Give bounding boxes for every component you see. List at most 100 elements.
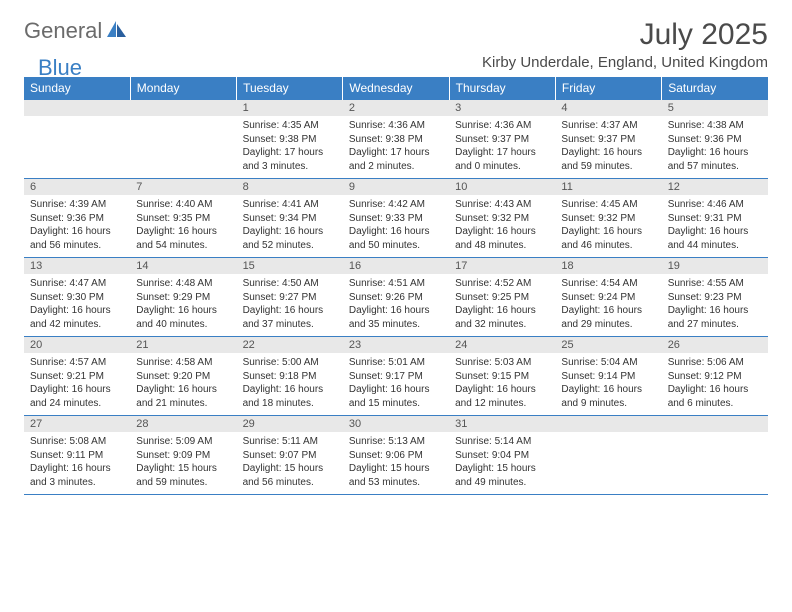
day-info: Sunrise: 5:11 AMSunset: 9:07 PMDaylight:… xyxy=(237,432,343,491)
day-info: Sunrise: 4:47 AMSunset: 9:30 PMDaylight:… xyxy=(24,274,130,333)
day-info: Sunrise: 5:04 AMSunset: 9:14 PMDaylight:… xyxy=(555,353,661,412)
calendar-body: 1Sunrise: 4:35 AMSunset: 9:38 PMDaylight… xyxy=(24,100,768,495)
calendar-day: 2Sunrise: 4:36 AMSunset: 9:38 PMDaylight… xyxy=(343,100,449,179)
calendar-day: 31Sunrise: 5:14 AMSunset: 9:04 PMDayligh… xyxy=(449,416,555,495)
calendar-day: 28Sunrise: 5:09 AMSunset: 9:09 PMDayligh… xyxy=(130,416,236,495)
day-number: 22 xyxy=(237,337,343,353)
title-block: July 2025 Kirby Underdale, England, Unit… xyxy=(482,18,768,71)
day-info: Sunrise: 4:57 AMSunset: 9:21 PMDaylight:… xyxy=(24,353,130,412)
calendar-day: 1Sunrise: 4:35 AMSunset: 9:38 PMDaylight… xyxy=(237,100,343,179)
day-info: Sunrise: 5:03 AMSunset: 9:15 PMDaylight:… xyxy=(449,353,555,412)
day-number: 15 xyxy=(237,258,343,274)
weekday-header: Tuesday xyxy=(237,77,343,100)
month-title: July 2025 xyxy=(482,18,768,52)
day-number: 23 xyxy=(343,337,449,353)
calendar-day: 8Sunrise: 4:41 AMSunset: 9:34 PMDaylight… xyxy=(237,179,343,258)
day-number: 28 xyxy=(130,416,236,432)
day-number: 4 xyxy=(555,100,661,116)
day-number xyxy=(662,416,768,432)
calendar-row: 27Sunrise: 5:08 AMSunset: 9:11 PMDayligh… xyxy=(24,416,768,495)
day-number: 7 xyxy=(130,179,236,195)
day-number: 5 xyxy=(662,100,768,116)
calendar-day: 23Sunrise: 5:01 AMSunset: 9:17 PMDayligh… xyxy=(343,337,449,416)
calendar-day: 7Sunrise: 4:40 AMSunset: 9:35 PMDaylight… xyxy=(130,179,236,258)
day-number: 11 xyxy=(555,179,661,195)
page-header: General July 2025 Kirby Underdale, Engla… xyxy=(24,18,768,71)
calendar-day: 16Sunrise: 4:51 AMSunset: 9:26 PMDayligh… xyxy=(343,258,449,337)
day-number: 10 xyxy=(449,179,555,195)
calendar-table: SundayMondayTuesdayWednesdayThursdayFrid… xyxy=(24,77,768,495)
day-number: 20 xyxy=(24,337,130,353)
calendar-day-empty xyxy=(662,416,768,495)
day-info: Sunrise: 4:51 AMSunset: 9:26 PMDaylight:… xyxy=(343,274,449,333)
day-number: 16 xyxy=(343,258,449,274)
logo: General xyxy=(24,18,130,44)
calendar-day: 26Sunrise: 5:06 AMSunset: 9:12 PMDayligh… xyxy=(662,337,768,416)
day-number: 14 xyxy=(130,258,236,274)
weekday-header: Friday xyxy=(555,77,661,100)
day-number: 29 xyxy=(237,416,343,432)
weekday-header: Thursday xyxy=(449,77,555,100)
calendar-day: 4Sunrise: 4:37 AMSunset: 9:37 PMDaylight… xyxy=(555,100,661,179)
day-number: 9 xyxy=(343,179,449,195)
day-number xyxy=(555,416,661,432)
calendar-day: 6Sunrise: 4:39 AMSunset: 9:36 PMDaylight… xyxy=(24,179,130,258)
calendar-day: 9Sunrise: 4:42 AMSunset: 9:33 PMDaylight… xyxy=(343,179,449,258)
day-number: 19 xyxy=(662,258,768,274)
day-number: 12 xyxy=(662,179,768,195)
day-number: 30 xyxy=(343,416,449,432)
day-info: Sunrise: 4:36 AMSunset: 9:37 PMDaylight:… xyxy=(449,116,555,175)
calendar-day: 12Sunrise: 4:46 AMSunset: 9:31 PMDayligh… xyxy=(662,179,768,258)
day-number: 18 xyxy=(555,258,661,274)
day-info: Sunrise: 5:13 AMSunset: 9:06 PMDaylight:… xyxy=(343,432,449,491)
day-number: 13 xyxy=(24,258,130,274)
calendar-day: 20Sunrise: 4:57 AMSunset: 9:21 PMDayligh… xyxy=(24,337,130,416)
day-info: Sunrise: 4:55 AMSunset: 9:23 PMDaylight:… xyxy=(662,274,768,333)
calendar-row: 1Sunrise: 4:35 AMSunset: 9:38 PMDaylight… xyxy=(24,100,768,179)
logo-text-1: General xyxy=(24,18,102,44)
day-number: 3 xyxy=(449,100,555,116)
weekday-header: Monday xyxy=(130,77,236,100)
day-number: 17 xyxy=(449,258,555,274)
calendar-day: 25Sunrise: 5:04 AMSunset: 9:14 PMDayligh… xyxy=(555,337,661,416)
day-number: 25 xyxy=(555,337,661,353)
calendar-day-empty xyxy=(555,416,661,495)
weekday-header: Saturday xyxy=(662,77,768,100)
day-number: 21 xyxy=(130,337,236,353)
day-number: 1 xyxy=(237,100,343,116)
day-number: 26 xyxy=(662,337,768,353)
day-info: Sunrise: 5:06 AMSunset: 9:12 PMDaylight:… xyxy=(662,353,768,412)
calendar-day-empty xyxy=(130,100,236,179)
day-info: Sunrise: 4:43 AMSunset: 9:32 PMDaylight:… xyxy=(449,195,555,254)
calendar-day: 5Sunrise: 4:38 AMSunset: 9:36 PMDaylight… xyxy=(662,100,768,179)
calendar-day: 27Sunrise: 5:08 AMSunset: 9:11 PMDayligh… xyxy=(24,416,130,495)
day-info: Sunrise: 4:46 AMSunset: 9:31 PMDaylight:… xyxy=(662,195,768,254)
calendar-row: 20Sunrise: 4:57 AMSunset: 9:21 PMDayligh… xyxy=(24,337,768,416)
day-number: 31 xyxy=(449,416,555,432)
day-info: Sunrise: 4:41 AMSunset: 9:34 PMDaylight:… xyxy=(237,195,343,254)
calendar-day: 30Sunrise: 5:13 AMSunset: 9:06 PMDayligh… xyxy=(343,416,449,495)
day-info: Sunrise: 4:36 AMSunset: 9:38 PMDaylight:… xyxy=(343,116,449,175)
calendar-day: 10Sunrise: 4:43 AMSunset: 9:32 PMDayligh… xyxy=(449,179,555,258)
calendar-day: 18Sunrise: 4:54 AMSunset: 9:24 PMDayligh… xyxy=(555,258,661,337)
day-info: Sunrise: 5:08 AMSunset: 9:11 PMDaylight:… xyxy=(24,432,130,491)
day-info: Sunrise: 4:54 AMSunset: 9:24 PMDaylight:… xyxy=(555,274,661,333)
day-info: Sunrise: 5:14 AMSunset: 9:04 PMDaylight:… xyxy=(449,432,555,491)
day-info: Sunrise: 4:50 AMSunset: 9:27 PMDaylight:… xyxy=(237,274,343,333)
calendar-day: 13Sunrise: 4:47 AMSunset: 9:30 PMDayligh… xyxy=(24,258,130,337)
day-info: Sunrise: 5:09 AMSunset: 9:09 PMDaylight:… xyxy=(130,432,236,491)
calendar-day: 3Sunrise: 4:36 AMSunset: 9:37 PMDaylight… xyxy=(449,100,555,179)
day-number: 6 xyxy=(24,179,130,195)
day-info: Sunrise: 5:00 AMSunset: 9:18 PMDaylight:… xyxy=(237,353,343,412)
calendar-day: 22Sunrise: 5:00 AMSunset: 9:18 PMDayligh… xyxy=(237,337,343,416)
day-info: Sunrise: 4:52 AMSunset: 9:25 PMDaylight:… xyxy=(449,274,555,333)
day-number xyxy=(130,100,236,116)
day-info: Sunrise: 4:42 AMSunset: 9:33 PMDaylight:… xyxy=(343,195,449,254)
day-info: Sunrise: 4:35 AMSunset: 9:38 PMDaylight:… xyxy=(237,116,343,175)
day-info: Sunrise: 4:37 AMSunset: 9:37 PMDaylight:… xyxy=(555,116,661,175)
calendar-day: 19Sunrise: 4:55 AMSunset: 9:23 PMDayligh… xyxy=(662,258,768,337)
day-info: Sunrise: 4:38 AMSunset: 9:36 PMDaylight:… xyxy=(662,116,768,175)
calendar-day: 14Sunrise: 4:48 AMSunset: 9:29 PMDayligh… xyxy=(130,258,236,337)
logo-text-2: Blue xyxy=(38,55,82,81)
calendar-day: 21Sunrise: 4:58 AMSunset: 9:20 PMDayligh… xyxy=(130,337,236,416)
